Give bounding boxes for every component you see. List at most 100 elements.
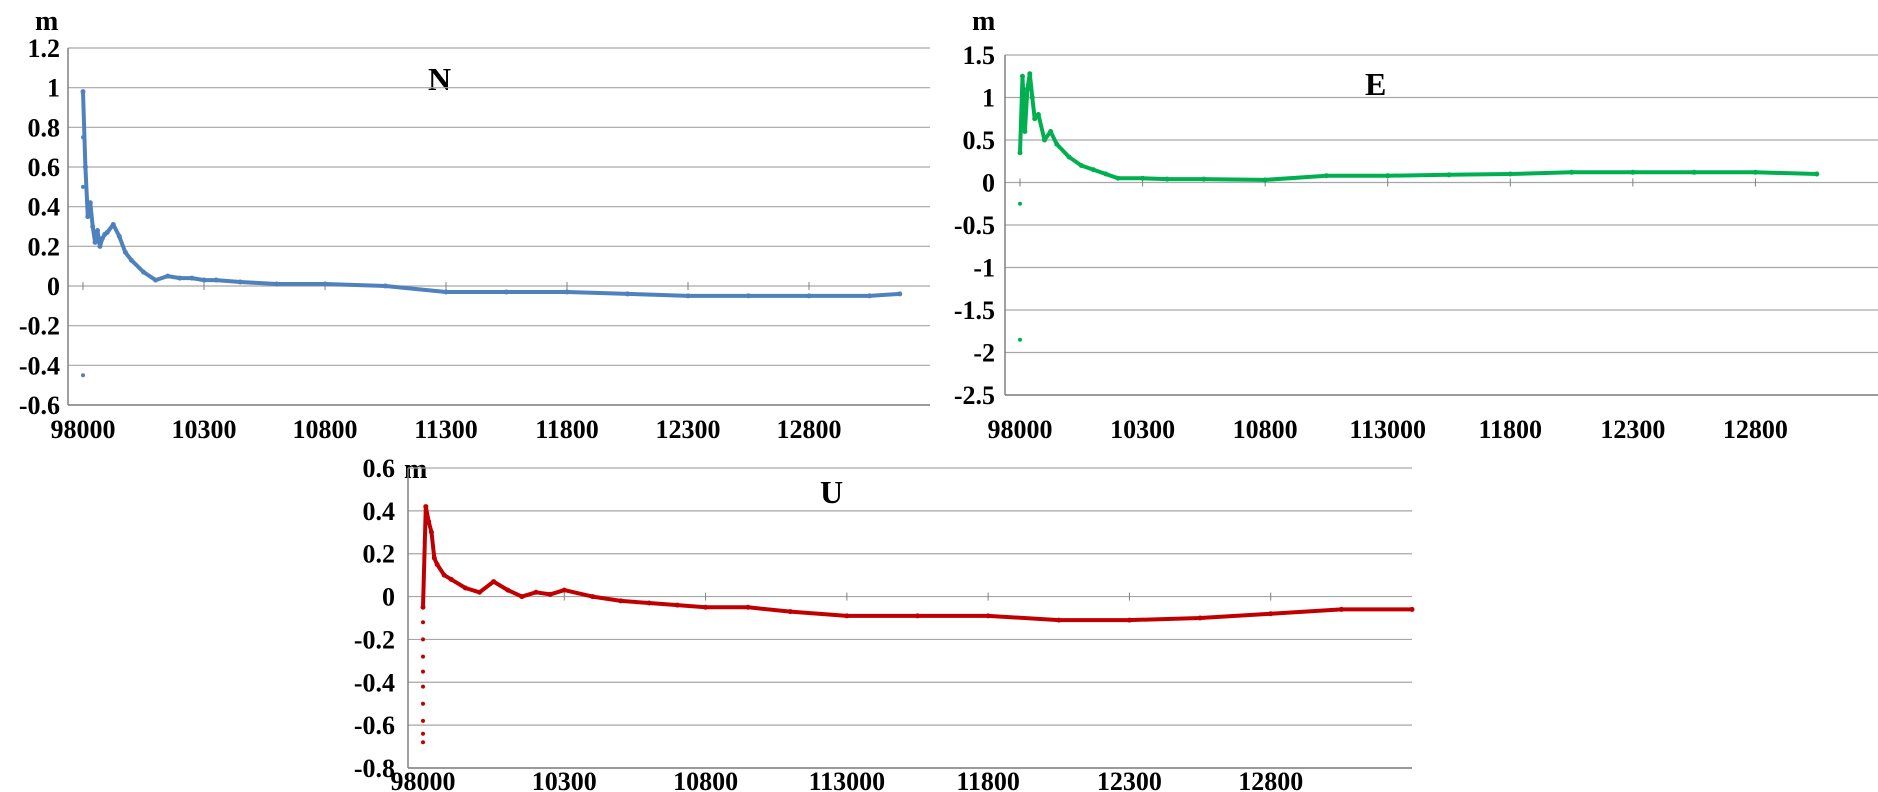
y-tick-label: 0 [382,583,395,612]
y-tick-label: -0.2 [354,625,395,654]
data-point [915,613,920,618]
x-tick-label: 98000 [51,415,116,444]
x-tick-label: 11800 [1478,415,1542,444]
data-point [647,601,652,606]
y-tick-label: -1 [973,254,995,283]
x-tick-label: 10300 [1110,415,1175,444]
data-point [1324,173,1329,178]
x-tick-label: 10800 [673,767,738,792]
y-tick-label: -0.8 [354,754,395,783]
y-tick-label: 0.2 [28,232,61,261]
data-point [1048,129,1053,134]
y-tick-label: 1.2 [28,34,61,63]
data-point [97,244,102,249]
data-point [1091,167,1096,172]
x-tick-label: 10800 [1233,415,1298,444]
outlier-point [421,702,425,706]
x-tick-label: 12300 [1097,767,1162,792]
data-point [1268,611,1273,616]
data-point [429,530,434,535]
y-tick-label: -0.2 [19,312,60,341]
x-tick-label: 11800 [956,767,1020,792]
outlier-point [421,685,425,689]
data-point [1508,172,1513,177]
data-point [1018,150,1023,155]
y-tick-label: -0.5 [954,211,995,240]
data-point [129,258,134,263]
data-point [562,588,567,593]
x-tick-label: 10300 [172,415,237,444]
data-point [590,594,595,599]
series-line [423,507,1412,620]
data-point [844,613,849,618]
y-tick-label: 1.5 [963,41,996,70]
data-point [432,556,437,561]
data-point [1103,172,1108,177]
chart-title: U [820,474,843,510]
data-point [1127,618,1132,623]
data-point [1814,172,1819,177]
x-tick-label: 11300 [414,415,478,444]
data-point [238,280,243,285]
data-point [141,270,146,275]
data-point [1569,170,1574,175]
x-tick-label: 12300 [1600,415,1665,444]
y-tick-label: 0 [47,272,60,301]
data-point [1020,74,1025,79]
data-point [214,278,219,283]
data-point [1036,112,1041,117]
data-point [444,289,449,294]
data-point [463,586,468,591]
data-point [1630,170,1635,175]
data-point [625,291,630,296]
data-point [565,289,570,294]
data-point [117,234,122,239]
data-point [1116,176,1121,181]
y-tick-label: 1 [47,74,60,103]
outlier-point [421,670,425,674]
data-point [202,278,207,283]
x-tick-label: 12800 [1723,415,1788,444]
data-point [1025,87,1030,92]
data-point [177,276,182,281]
data-point [519,594,524,599]
x-tick-label: 12800 [777,415,842,444]
data-point [618,598,623,603]
data-point [442,573,447,578]
x-tick-label: 10800 [293,415,358,444]
data-point [867,293,872,298]
data-point [1339,607,1344,612]
data-point [1054,142,1059,147]
data-point [81,89,86,94]
x-tick-label: 10300 [532,767,597,792]
x-tick-label: 98000 [988,415,1053,444]
data-point [745,605,750,610]
y-tick-label: 0.4 [28,193,61,222]
outlier-point [421,637,425,641]
data-point [1198,616,1203,621]
data-point [111,222,116,227]
chart-title: E [1365,66,1386,102]
data-point [703,605,708,610]
data-point [1056,618,1061,623]
data-point [1201,177,1206,182]
data-point [1032,116,1037,121]
data-point [1447,172,1452,177]
data-point [1030,95,1035,100]
data-point [897,291,902,296]
data-point [686,293,691,298]
data-point [105,230,110,235]
y-tick-label: -2 [973,339,995,368]
series-line [1020,74,1817,180]
data-point [1410,607,1415,612]
data-point [1022,129,1027,134]
data-point [95,228,100,233]
y-tick-label: 0.4 [363,497,396,526]
chart-title: N [428,61,451,97]
outlier-point [421,740,425,744]
data-point [1692,170,1697,175]
data-point [85,214,90,219]
data-point [123,250,128,255]
